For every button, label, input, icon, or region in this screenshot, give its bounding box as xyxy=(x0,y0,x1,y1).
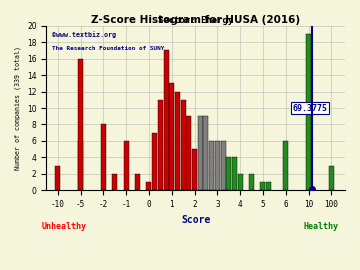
Text: Healthy: Healthy xyxy=(303,222,339,231)
Bar xyxy=(329,166,334,190)
Bar xyxy=(209,141,214,190)
Bar xyxy=(266,182,271,190)
Bar xyxy=(215,141,220,190)
Bar xyxy=(181,100,186,190)
Bar xyxy=(169,83,174,190)
Bar xyxy=(112,174,117,190)
Bar xyxy=(238,174,243,190)
Bar xyxy=(147,182,152,190)
Bar xyxy=(163,50,168,190)
Bar xyxy=(158,100,163,190)
X-axis label: Score: Score xyxy=(181,215,210,225)
Bar xyxy=(135,174,140,190)
Bar xyxy=(124,141,129,190)
Y-axis label: Number of companies (339 total): Number of companies (339 total) xyxy=(15,46,22,170)
Bar xyxy=(192,149,197,190)
Bar xyxy=(203,116,208,190)
Text: ©www.textbiz.org: ©www.textbiz.org xyxy=(52,31,116,38)
Bar xyxy=(175,92,180,190)
Bar xyxy=(260,182,265,190)
Title: Z-Score Histogram for HUSA (2016): Z-Score Histogram for HUSA (2016) xyxy=(91,15,300,25)
Bar xyxy=(186,116,192,190)
Bar xyxy=(249,174,254,190)
Text: Unhealthy: Unhealthy xyxy=(42,222,87,231)
Bar xyxy=(306,34,311,190)
Text: Sector: Energy: Sector: Energy xyxy=(158,16,233,25)
Bar xyxy=(55,166,60,190)
Bar xyxy=(101,124,106,190)
Text: 69.3775: 69.3775 xyxy=(293,103,328,113)
Bar xyxy=(152,133,157,190)
Bar xyxy=(78,141,83,190)
Bar xyxy=(78,59,83,190)
Text: The Research Foundation of SUNY: The Research Foundation of SUNY xyxy=(52,46,165,50)
Bar xyxy=(198,116,203,190)
Bar xyxy=(232,157,237,190)
Bar xyxy=(283,141,288,190)
Bar xyxy=(226,157,231,190)
Bar xyxy=(221,141,226,190)
